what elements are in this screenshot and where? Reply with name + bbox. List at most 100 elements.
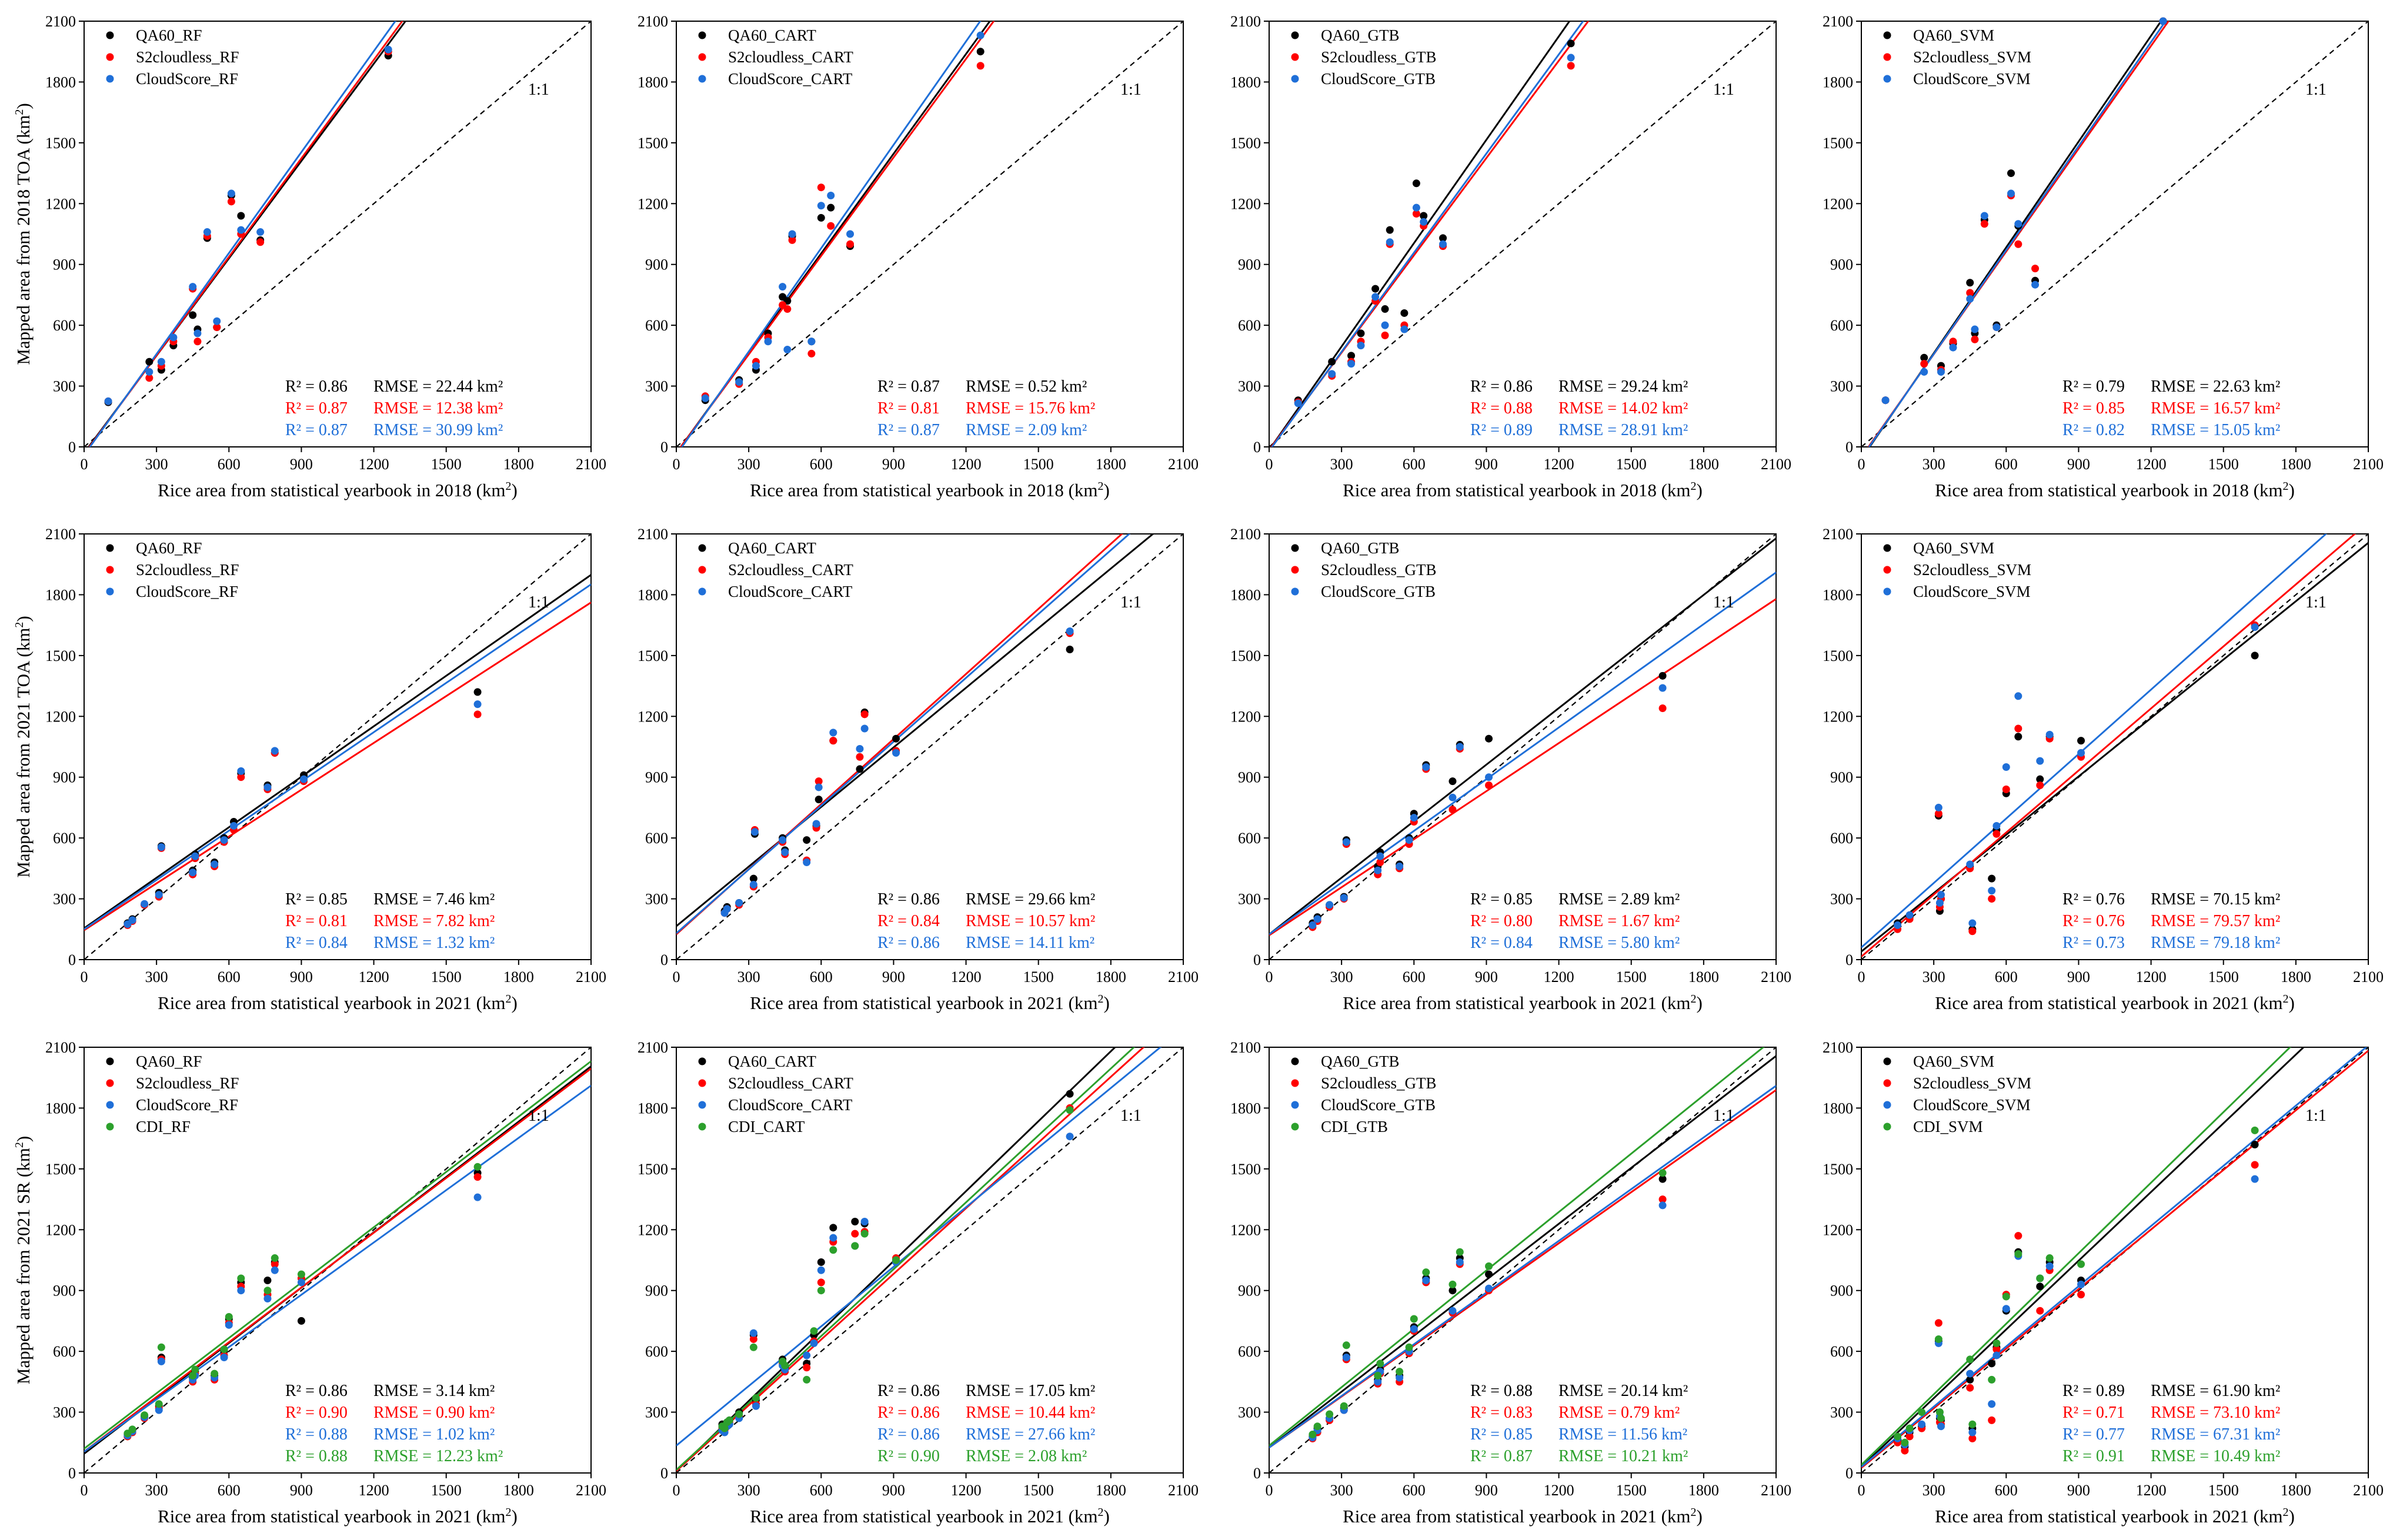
legend-entry: S2cloudless_RF bbox=[136, 48, 239, 66]
y-tick-label: 1200 bbox=[1823, 1221, 1853, 1238]
data-point-CloudScore_SVM bbox=[1905, 911, 1914, 919]
legend-entry: QA60_RF bbox=[136, 539, 202, 557]
data-point-QA60_CART bbox=[817, 213, 825, 222]
regression-line-CloudScore_CART bbox=[676, 1047, 1162, 1447]
y-tick-label: 2100 bbox=[1823, 1039, 1853, 1056]
y-tick-label: 1500 bbox=[45, 1161, 76, 1178]
legend-entry: S2cloudless_SVM bbox=[1913, 561, 2031, 579]
r2-annotation: R² = 0.76 bbox=[2062, 890, 2125, 908]
data-point-CDI_SVM bbox=[1918, 1408, 1926, 1417]
data-point-CloudScore_SVM bbox=[1881, 396, 1890, 405]
legend-marker bbox=[698, 1079, 706, 1087]
data-point-CDI_RF bbox=[220, 1345, 228, 1354]
data-point-CloudScore_GTB bbox=[1422, 763, 1430, 771]
legend-marker bbox=[1291, 1101, 1299, 1109]
legend-marker bbox=[106, 1123, 114, 1131]
data-point-CloudScore_CART bbox=[749, 1329, 757, 1337]
y-tick-label: 2100 bbox=[1823, 526, 1853, 543]
y-tick-label: 1800 bbox=[1230, 74, 1261, 91]
r2-annotation: R² = 0.79 bbox=[2062, 378, 2125, 396]
x-tick-label: 0 bbox=[673, 1482, 680, 1499]
legend-entry: CloudScore_SVM bbox=[1913, 70, 2031, 88]
x-tick-label: 300 bbox=[145, 456, 168, 473]
data-point-QA60_RF bbox=[297, 1317, 305, 1325]
legend-marker bbox=[1883, 53, 1891, 61]
y-tick-label: 0 bbox=[660, 1465, 668, 1482]
legend-entry: CloudScore_RF bbox=[136, 583, 238, 600]
data-point-CloudScore_GTB bbox=[1371, 293, 1380, 301]
legend-marker bbox=[106, 1101, 114, 1109]
data-point-CloudScore_GTB bbox=[1374, 866, 1382, 874]
data-point-CloudScore_CART bbox=[1066, 1133, 1074, 1141]
data-point-CDI_GTB bbox=[1396, 1368, 1404, 1376]
rmse-annotation: RMSE = 0.52 km² bbox=[966, 378, 1087, 396]
plot-frame bbox=[84, 21, 592, 447]
legend-entry: CDI_RF bbox=[136, 1118, 191, 1135]
rmse-annotation: RMSE = 15.05 km² bbox=[2151, 421, 2280, 439]
legend-marker bbox=[698, 75, 706, 83]
rmse-annotation: RMSE = 22.44 km² bbox=[373, 378, 503, 396]
y-tick-label: 2100 bbox=[638, 526, 668, 543]
data-point-CDI_GTB bbox=[1309, 1430, 1317, 1438]
r2-annotation: R² = 0.76 bbox=[2062, 912, 2125, 930]
one-to-one-label: 1:1 bbox=[1120, 593, 1142, 612]
data-point-S2cloudless_SVM bbox=[1968, 1434, 1977, 1442]
plot-frame bbox=[1269, 21, 1777, 447]
data-point-QA60_SVM bbox=[2014, 733, 2022, 741]
data-point-CloudScore_GTB bbox=[1357, 342, 1365, 350]
y-tick-label: 2100 bbox=[1230, 13, 1261, 30]
one-to-one-label: 1:1 bbox=[1713, 593, 1734, 612]
y-tick-label: 2100 bbox=[638, 1039, 668, 1056]
y-tick-label: 0 bbox=[660, 951, 668, 968]
x-tick-label: 0 bbox=[1266, 456, 1273, 473]
legend-marker bbox=[106, 587, 114, 596]
data-point-QA60_CART bbox=[829, 1224, 837, 1232]
regression-line-S2cloudless_RF bbox=[84, 602, 591, 931]
r2-annotation: R² = 0.86 bbox=[285, 378, 348, 396]
r2-annotation: R² = 0.84 bbox=[285, 934, 348, 952]
x-tick-label: 0 bbox=[1858, 456, 1865, 473]
data-point-CloudScore_SVM bbox=[2045, 1262, 2054, 1270]
plot-frame bbox=[676, 1047, 1184, 1474]
y-tick-label: 1800 bbox=[1230, 1100, 1261, 1117]
y-axis-title: Mapped area from 2021 SR (km2) bbox=[13, 1136, 34, 1384]
data-point-CloudScore_SVM bbox=[2159, 17, 2167, 25]
x-tick-label: 900 bbox=[1475, 968, 1498, 986]
x-tick-label: 1800 bbox=[1688, 968, 1719, 986]
x-tick-label: 900 bbox=[1475, 456, 1498, 473]
legend-marker bbox=[106, 31, 114, 39]
data-point-CloudScore_SVM bbox=[1993, 1351, 2001, 1359]
x-tick-label: 1500 bbox=[1023, 968, 1054, 986]
data-point-CDI_GTB bbox=[1342, 1341, 1350, 1349]
y-tick-label: 1800 bbox=[638, 1100, 668, 1117]
y-tick-label: 0 bbox=[1845, 1465, 1853, 1482]
legend-marker bbox=[1291, 566, 1299, 574]
data-point-S2cloudless_GTB bbox=[1412, 210, 1420, 218]
y-tick-label: 0 bbox=[660, 439, 668, 456]
data-point-CloudScore_SVM bbox=[2031, 280, 2040, 289]
x-tick-label: 0 bbox=[1266, 1482, 1273, 1499]
data-point-CloudScore_CART bbox=[752, 362, 760, 370]
one-to-one-label: 1:1 bbox=[1713, 81, 1734, 99]
legend-marker bbox=[1883, 566, 1891, 574]
x-tick-label: 1200 bbox=[2136, 456, 2167, 473]
x-axis-title: Rice area from statistical yearbook in 2… bbox=[1935, 1506, 2295, 1526]
data-point-CDI_GTB bbox=[1405, 1343, 1413, 1351]
data-point-QA60_GTB bbox=[1347, 352, 1356, 360]
scatter-panel-2-3: 00 300 300 600 600 900 900 1200 1200 1500 1500 1800… bbox=[1823, 1039, 2384, 1526]
x-tick-label: 1200 bbox=[359, 1482, 389, 1499]
y-tick-label: 600 bbox=[1238, 317, 1261, 334]
x-tick-label: 2100 bbox=[2353, 968, 2384, 986]
data-point-CDI_RF bbox=[189, 1372, 197, 1380]
y-tick-label: 600 bbox=[53, 317, 76, 334]
x-tick-label: 2100 bbox=[1168, 456, 1199, 473]
r2-annotation: R² = 0.87 bbox=[877, 421, 940, 439]
data-point-QA60_CART bbox=[815, 796, 823, 804]
data-point-QA60_SVM bbox=[1966, 279, 1974, 287]
data-point-QA60_RF bbox=[473, 688, 482, 696]
y-tick-label: 1800 bbox=[45, 74, 76, 91]
data-point-CloudScore_CART bbox=[815, 783, 823, 791]
data-point-CloudScore_CART bbox=[810, 1339, 818, 1347]
r2-annotation: R² = 0.81 bbox=[285, 912, 348, 930]
data-point-CloudScore_GTB bbox=[1412, 203, 1420, 212]
